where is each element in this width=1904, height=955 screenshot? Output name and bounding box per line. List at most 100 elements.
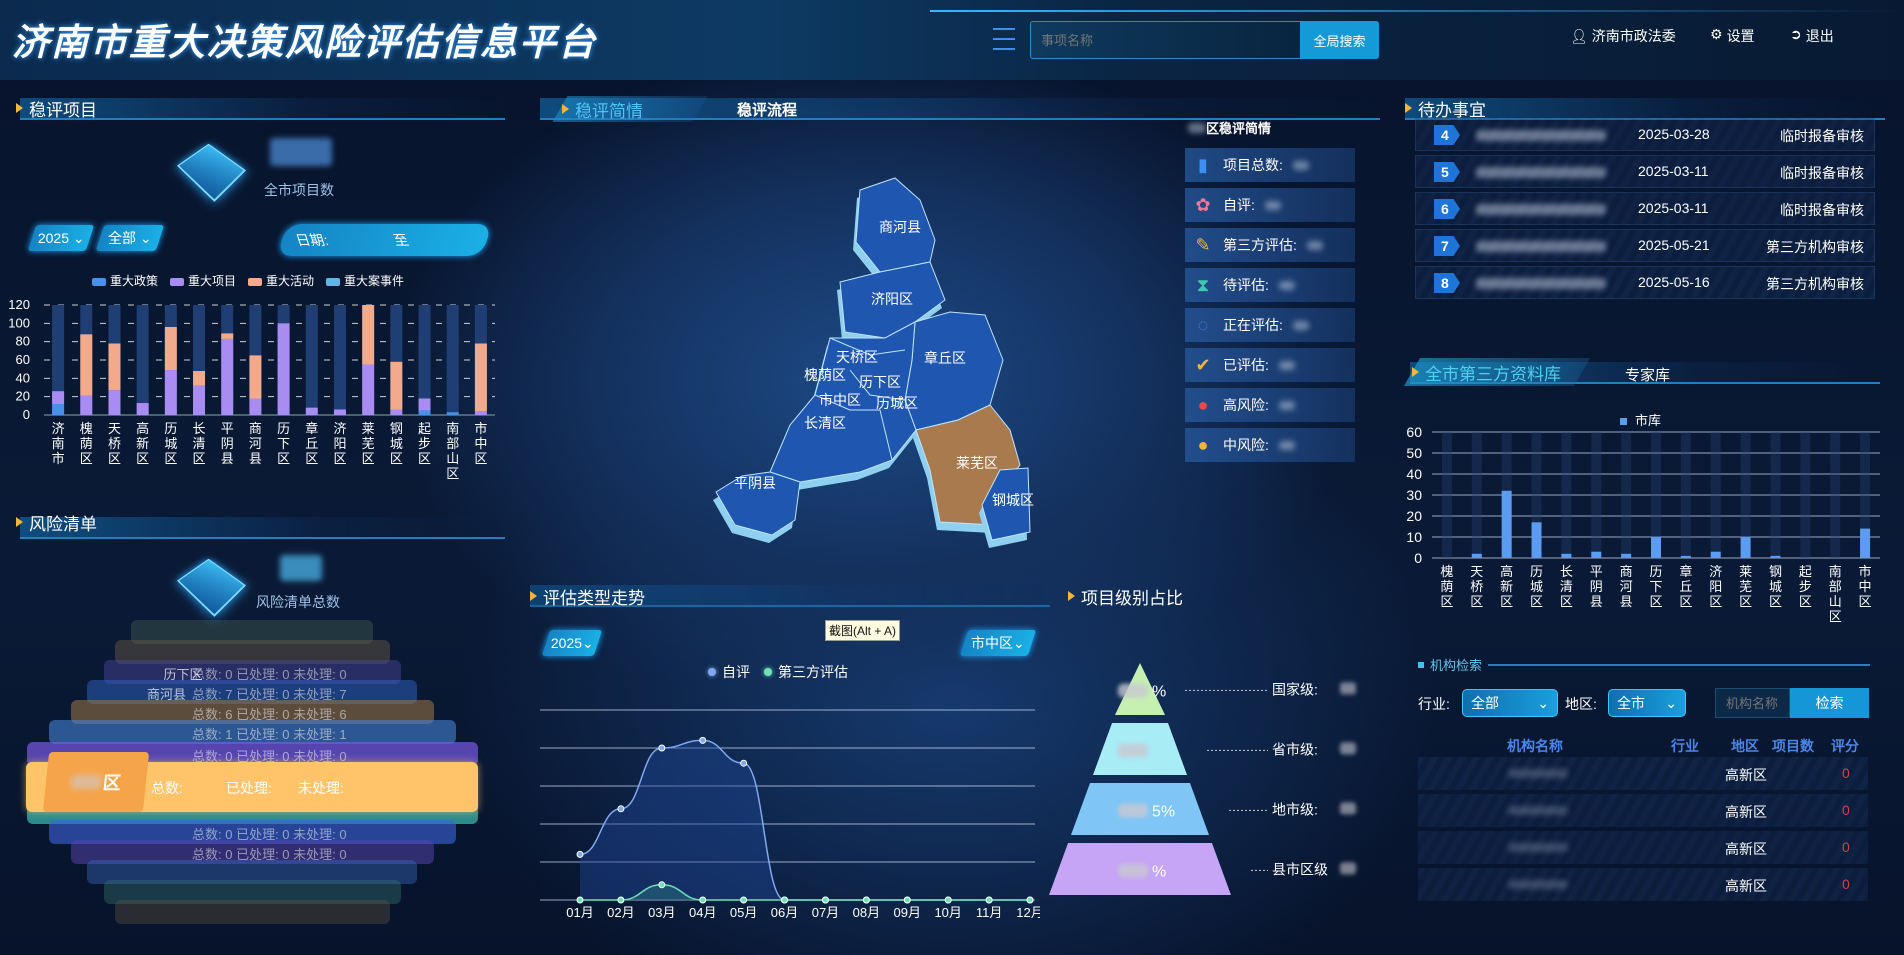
settings-button[interactable]: ⚙ 设置 <box>1710 26 1755 46</box>
todo-date: 2025-05-16 <box>1638 274 1710 290</box>
header-divider <box>930 10 1904 12</box>
bar-track <box>1441 432 1452 558</box>
logout-label: 退出 <box>1805 28 1834 44</box>
blurred-org-name <box>1508 806 1568 815</box>
blurred-value <box>1278 360 1295 370</box>
risk-card[interactable]: 总数: 1 已处理: 0 未处理: 1 <box>48 720 456 744</box>
tab-third-party-library[interactable]: 全市第三方资料库 <box>1412 358 1561 386</box>
level-percent: % <box>1152 684 1166 701</box>
table-row[interactable]: 高新区 0 <box>1418 831 1868 864</box>
x-tick-label: 区 <box>1799 594 1812 609</box>
todo-row[interactable]: 6 2025-03-11 临时报备审核 <box>1415 192 1875 225</box>
chevron-down-icon: ⌄ <box>1665 694 1677 711</box>
info-item: ▮ 项目总数: <box>1185 148 1355 182</box>
tab-overview-label[interactable]: 稳评简情 <box>562 95 643 123</box>
x-tick-label: 丘 <box>305 436 318 451</box>
top-bar <box>0 0 1904 80</box>
map-label: 历城区 <box>876 395 918 411</box>
trend-header-bar <box>530 585 1050 607</box>
y-tick-label: 60 <box>1406 424 1422 440</box>
risk-card[interactable] <box>131 620 373 644</box>
hourglass-icon: ⧗ <box>1196 274 1210 295</box>
todo-number-badge: 5 <box>1434 162 1460 182</box>
risk-card-stats: 总数: 1 已处理: 0 未处理: 1 <box>192 727 347 742</box>
column-header: 项目数 <box>1772 738 1814 754</box>
x-tick-label: 阴 <box>1590 579 1603 594</box>
table-row[interactable]: 高新区 0 <box>1418 757 1868 790</box>
data-point <box>781 896 789 904</box>
trend-year-select[interactable]: 2025⌄ <box>541 630 603 656</box>
risk-card-carousel[interactable]: 历下区 总数: 0 已处理: 0 未处理: 0 商河县 总数: 7 已处理: 0 未处… <box>0 615 505 940</box>
logout-button[interactable]: ➲ 退出 <box>1790 26 1834 46</box>
todo-row[interactable]: 4 2025-03-28 临时报备审核 <box>1415 118 1875 151</box>
trend-district-select[interactable]: 市中区⌄ <box>959 630 1037 656</box>
global-search-button[interactable]: 全局搜索 <box>1300 21 1379 59</box>
search-input[interactable] <box>1030 21 1302 59</box>
x-tick-label: 河 <box>249 436 262 451</box>
blurred-count <box>1340 802 1356 815</box>
bar-segment <box>164 327 177 371</box>
info-label: 中风险: <box>1223 437 1269 453</box>
todo-number-badge: 6 <box>1434 199 1460 219</box>
blurred-item-name <box>1476 130 1606 141</box>
x-tick-label: 城 <box>1769 579 1782 594</box>
table-row[interactable]: 高新区 0 <box>1418 794 1868 827</box>
tab-process[interactable]: 稳评流程 <box>737 102 798 119</box>
risk-card-active[interactable]: 区总数: 已处理: 未处理: <box>26 752 478 812</box>
bar-track <box>1830 432 1841 558</box>
bar-segment <box>52 404 65 415</box>
org-name-input[interactable] <box>1715 688 1790 718</box>
industry-select[interactable]: 全部 ⌄ <box>1462 689 1558 717</box>
legend-swatch <box>170 277 185 286</box>
menu-icon[interactable] <box>993 28 1015 50</box>
org-search-title: 机构检索 <box>1430 658 1483 673</box>
x-tick-label: 步 <box>1799 579 1812 594</box>
legend-item: 重大活动 <box>248 272 314 289</box>
logout-icon: ➲ <box>1790 26 1802 42</box>
todo-row[interactable]: 7 2025-05-21 第三方机构审核 <box>1415 229 1875 262</box>
x-tick-label: 槐 <box>1440 564 1453 579</box>
risk-card[interactable] <box>114 640 390 664</box>
x-tick-label: 钢 <box>390 421 403 436</box>
y-tick-label: 20 <box>16 389 30 404</box>
todo-row[interactable]: 8 2025-05-16 第三方机构审核 <box>1415 266 1875 299</box>
x-tick-label: 区 <box>390 451 403 466</box>
todo-row[interactable]: 5 2025-03-11 临时报备审核 <box>1415 155 1875 188</box>
info-item: ◌ 正在评估: <box>1185 308 1355 342</box>
map-label: 商河县 <box>879 219 921 235</box>
info-label: 第三方评估: <box>1223 237 1297 253</box>
trend-title: 评估类型走势 <box>543 588 645 608</box>
projects-header-bar <box>20 98 505 120</box>
library-bar-chart: 0102030405060槐荫区天桥区高新区历城区长清区平阴县商河县历下区章丘区… <box>1406 424 1880 624</box>
risk-card-stats: 总数: 0 已处理: 0 未处理: 0 <box>192 749 347 764</box>
bar-track <box>305 305 318 415</box>
user-menu[interactable]: 👤︎ 济南市政法委 <box>1570 26 1676 46</box>
tab-expert-library[interactable]: 专家库 <box>1625 367 1671 384</box>
region-select[interactable]: 全市 ⌄ <box>1608 689 1686 717</box>
blurred-value <box>1264 200 1281 210</box>
risk-card[interactable]: 总数: 0 已处理: 0 未处理: 0 <box>70 840 434 864</box>
bar-track <box>1621 432 1632 558</box>
table-row[interactable]: 高新区 0 <box>1418 868 1868 901</box>
row-score: 0 <box>1842 765 1850 781</box>
x-tick-label: 清 <box>1560 579 1573 594</box>
x-tick-label: 县 <box>249 451 262 466</box>
x-tick-label: 12月 <box>1016 905 1040 920</box>
org-search-button[interactable]: 检索 <box>1790 688 1869 718</box>
risk-card[interactable] <box>114 900 390 924</box>
x-tick-label: 历 <box>277 421 290 436</box>
x-tick-label: 下 <box>277 436 290 451</box>
risk-card[interactable] <box>103 880 401 904</box>
level-label: 国家级: <box>1272 681 1318 697</box>
bar-track <box>1710 432 1721 558</box>
row-region: 高新区 <box>1725 804 1767 820</box>
blurred-value <box>1278 440 1295 450</box>
x-tick-label: 区 <box>1859 594 1872 609</box>
legend-item: 自评 <box>708 662 750 682</box>
bar-segment <box>418 398 431 411</box>
legend-dot-icon <box>708 668 716 676</box>
risk-card-stats: 总数: 0 已处理: 0 未处理: 0 <box>192 827 347 842</box>
risk-card[interactable] <box>87 860 417 884</box>
legend-label: 重大项目 <box>188 274 237 288</box>
